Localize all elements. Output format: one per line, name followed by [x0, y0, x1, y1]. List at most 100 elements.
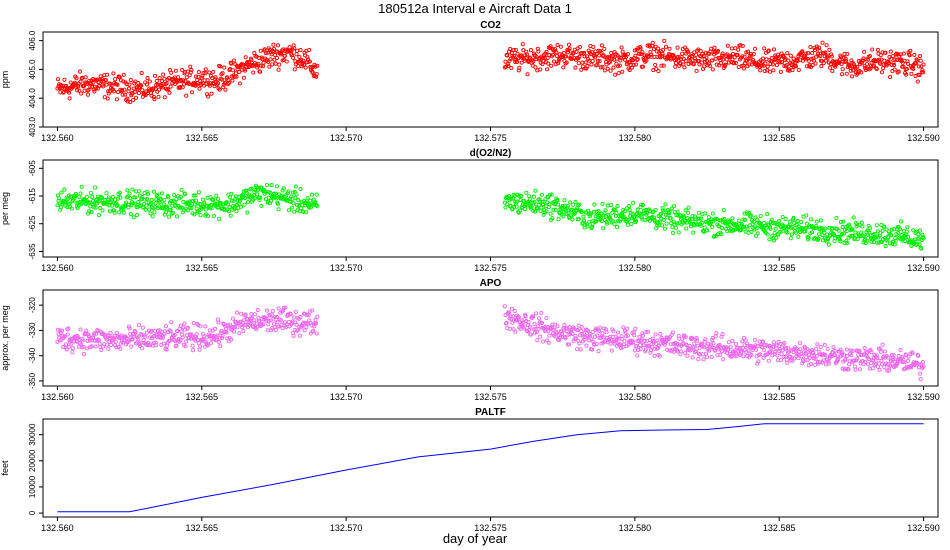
data-point — [292, 209, 297, 214]
data-point — [252, 196, 257, 201]
data-point — [81, 352, 87, 357]
data-point — [743, 218, 748, 223]
data-point — [765, 64, 770, 69]
data-point — [189, 205, 194, 211]
data-point — [683, 350, 688, 356]
data-point — [538, 208, 543, 213]
data-point — [883, 50, 888, 55]
data-point — [189, 90, 195, 95]
data-point — [273, 61, 278, 66]
data-point — [544, 209, 549, 214]
data-point — [785, 230, 790, 235]
data-point — [848, 68, 853, 73]
data-point — [918, 371, 923, 376]
data-point — [601, 226, 606, 231]
data-point — [624, 206, 629, 211]
data-point — [664, 221, 669, 226]
data-point — [706, 215, 711, 220]
data-point — [122, 92, 128, 97]
data-point — [73, 191, 78, 196]
data-point — [673, 225, 678, 230]
data-point — [117, 190, 122, 195]
data-point — [859, 70, 864, 75]
data-point — [184, 75, 189, 80]
data-point — [163, 210, 169, 215]
data-point — [785, 51, 790, 56]
data-point — [902, 360, 907, 365]
data-point — [237, 81, 242, 86]
data-point — [581, 331, 587, 336]
data-point — [911, 66, 916, 71]
data-point — [915, 79, 920, 84]
data-point — [854, 224, 859, 229]
data-point — [91, 77, 96, 82]
data-point — [203, 71, 208, 76]
data-point — [151, 86, 156, 91]
panel-apo: APO approx. per meg 132.560 132.565 132.570 1… — [0, 278, 940, 402]
data-point — [818, 218, 823, 223]
data-point — [504, 320, 509, 326]
data-point — [533, 65, 538, 70]
data-point — [61, 89, 66, 94]
data-point — [788, 53, 793, 58]
data-point — [704, 55, 709, 60]
data-point — [840, 72, 845, 77]
data-point — [274, 55, 279, 61]
data-point — [771, 340, 777, 345]
data-point — [566, 42, 572, 47]
data-point — [573, 65, 578, 70]
data-point — [242, 202, 247, 207]
data-point — [553, 207, 558, 212]
data-point — [140, 194, 145, 199]
data-point — [183, 344, 188, 349]
data-point — [901, 64, 906, 69]
data-point — [769, 217, 774, 222]
data-point — [178, 85, 183, 90]
data-point — [892, 67, 897, 72]
data-point — [128, 100, 133, 105]
data-point — [607, 59, 613, 64]
data-point — [897, 227, 902, 232]
data-point — [916, 236, 921, 241]
data-point — [577, 341, 582, 346]
data-point — [93, 205, 98, 210]
data-point — [572, 211, 577, 216]
data-point — [234, 310, 240, 315]
data-point — [111, 71, 116, 76]
data-point — [587, 219, 592, 224]
data-point — [304, 313, 309, 318]
data-point — [264, 182, 270, 188]
data-point — [172, 192, 177, 198]
data-point — [814, 346, 819, 351]
data-point — [255, 308, 260, 313]
data-point — [89, 210, 94, 215]
data-point — [808, 361, 814, 367]
data-point — [125, 188, 130, 193]
data-point — [197, 347, 202, 352]
data-point — [273, 191, 278, 196]
data-point — [717, 56, 722, 61]
data-point — [605, 221, 610, 226]
data-point — [631, 200, 636, 205]
data-point — [614, 210, 619, 216]
data-point — [290, 55, 296, 60]
data-point — [249, 311, 254, 317]
data-point — [660, 206, 665, 211]
data-point — [608, 68, 613, 73]
data-point — [193, 74, 199, 79]
data-point — [135, 213, 140, 218]
data-point — [112, 210, 117, 215]
data-point — [241, 62, 246, 67]
data-point — [521, 48, 526, 53]
data-point — [117, 74, 122, 79]
data-point — [523, 55, 528, 61]
data-point — [659, 223, 665, 228]
data-point — [640, 64, 645, 69]
data-point — [569, 56, 574, 61]
data-point — [741, 224, 747, 229]
data-point — [57, 196, 62, 201]
data-point — [774, 63, 779, 68]
data-point — [613, 72, 618, 77]
data-point — [131, 97, 136, 103]
data-point — [184, 339, 189, 344]
